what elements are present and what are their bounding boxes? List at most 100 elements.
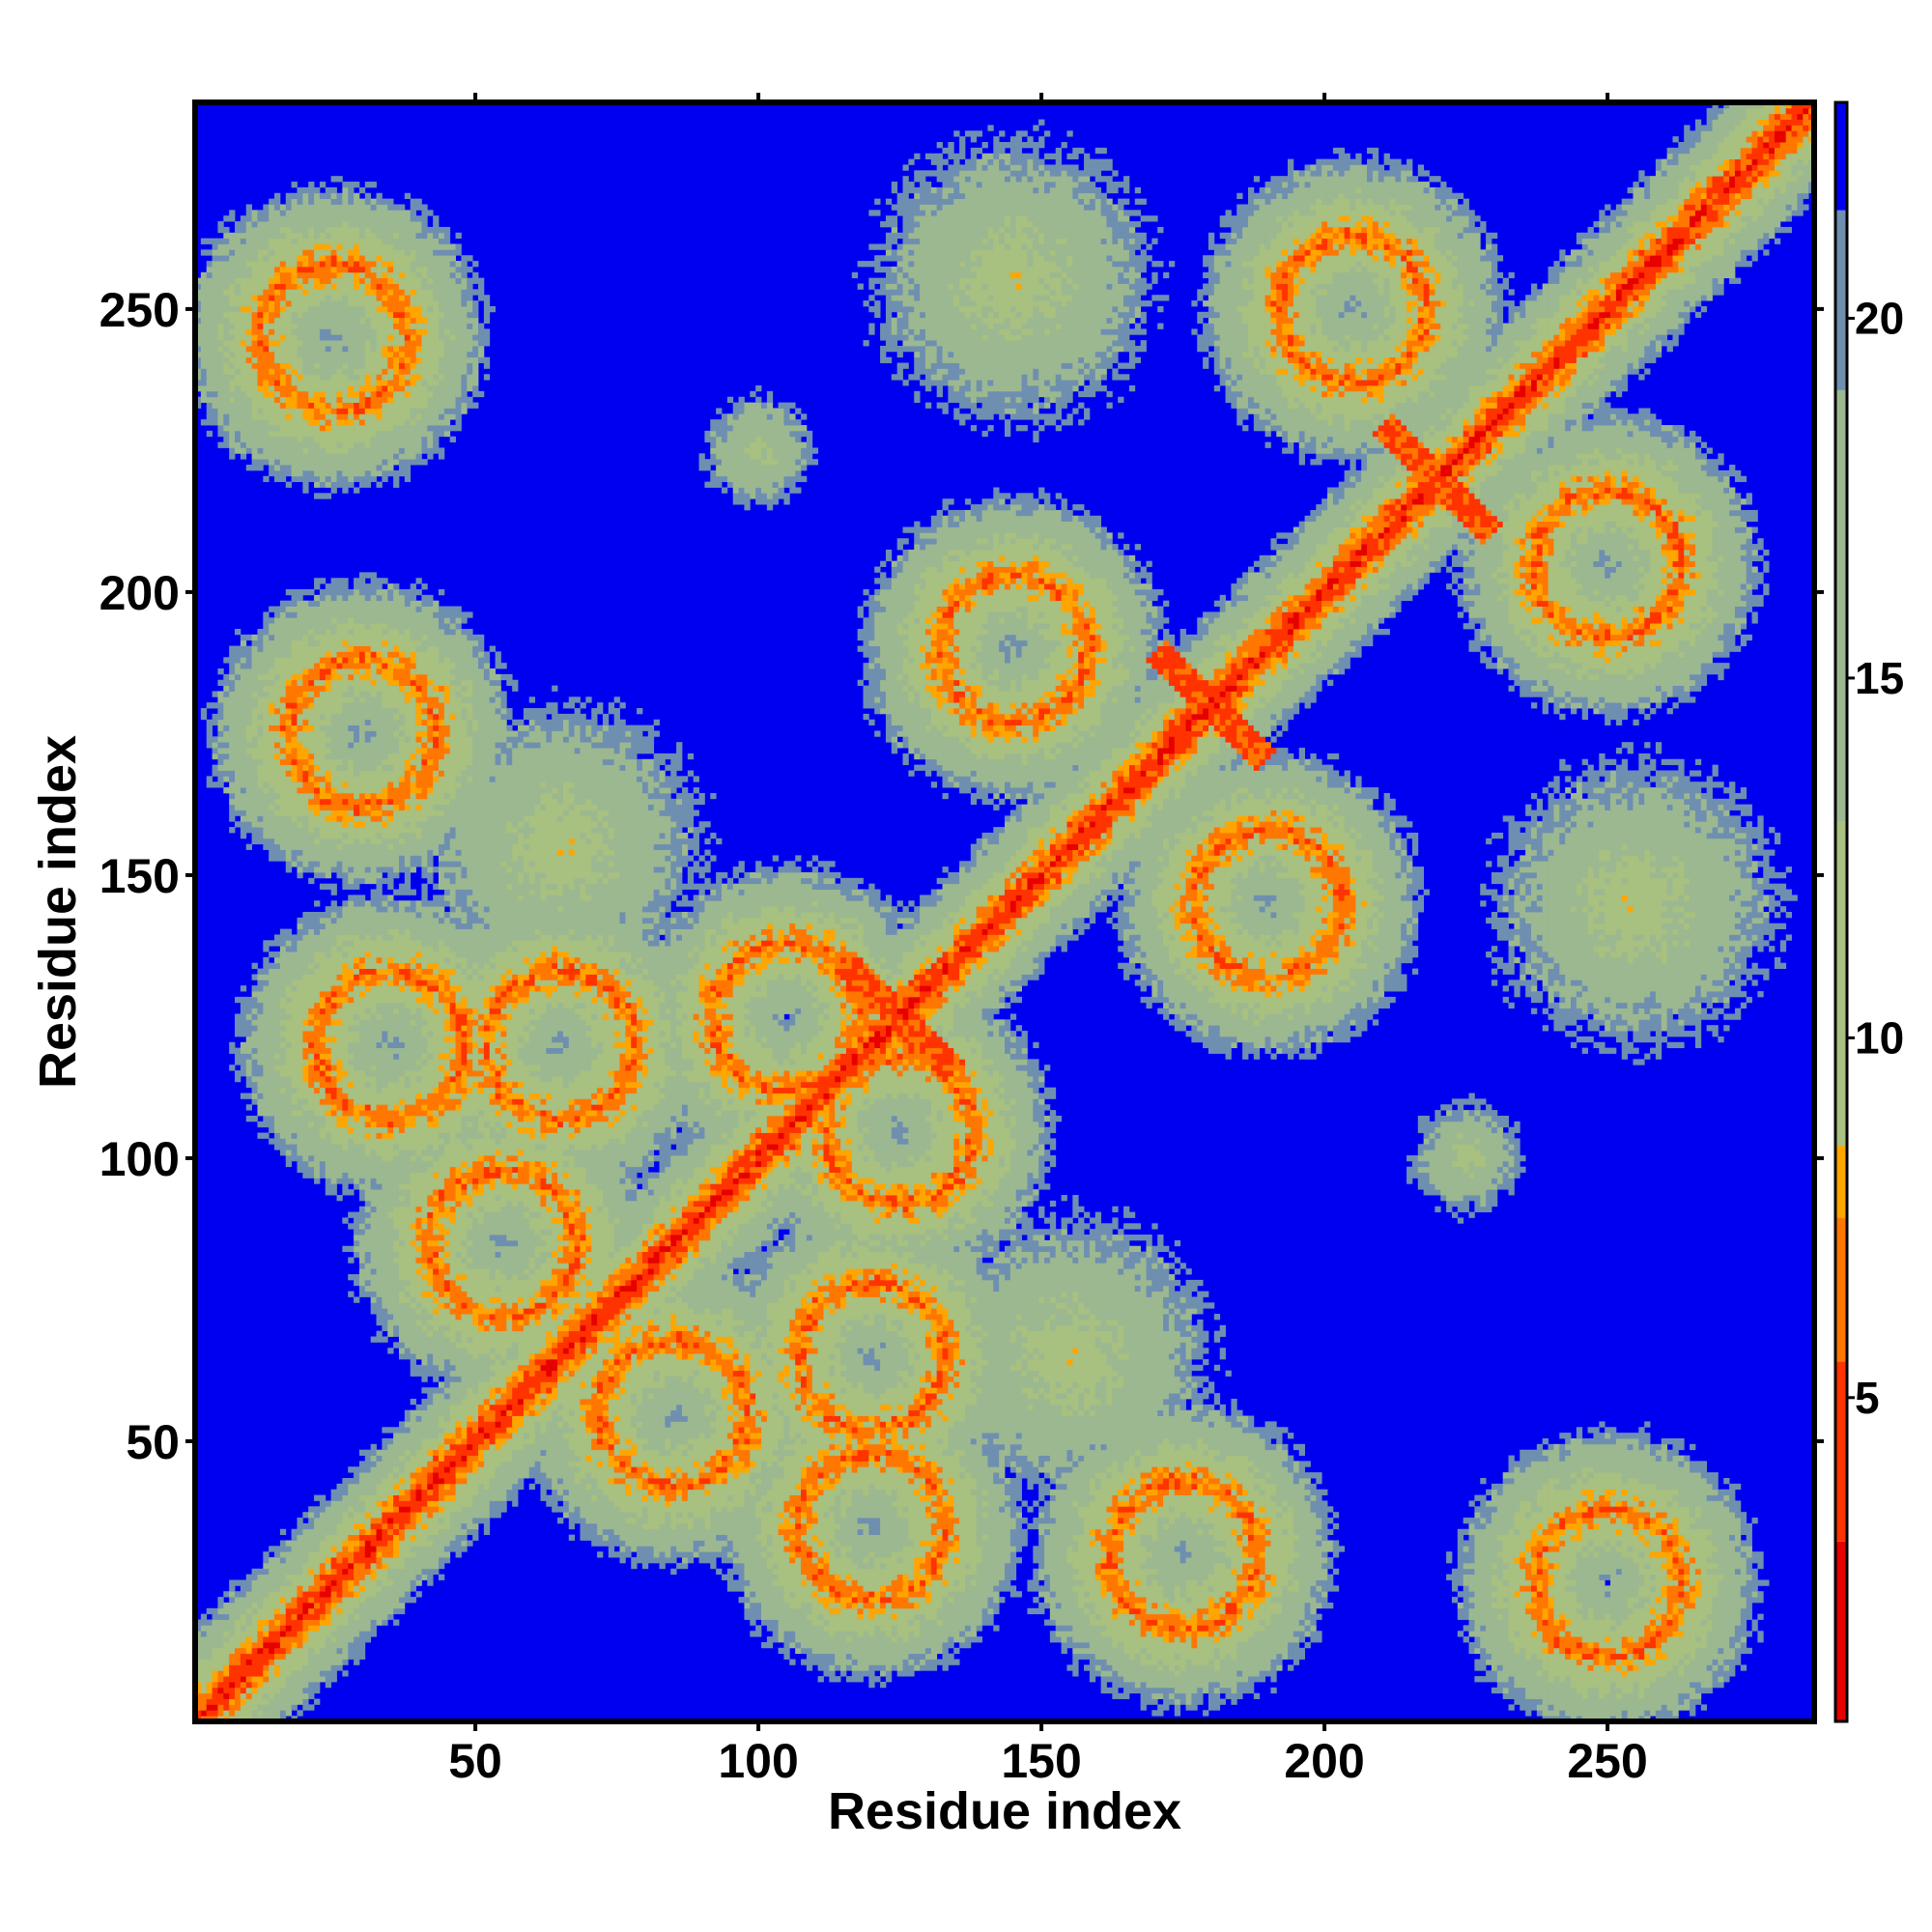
heatmap-cell [534,1217,541,1236]
heatmap-cell [354,226,360,244]
heatmap-cell [285,952,293,986]
heatmap-cell [608,1342,615,1349]
heatmap-cell [506,1415,513,1428]
heatmap-cell [274,815,281,845]
heatmap-cell [245,1036,252,1054]
heatmap-cell [455,1285,462,1321]
heatmap-cell [382,368,388,375]
heatmap-cell [427,713,434,721]
heatmap-cell [495,1437,501,1451]
heatmap-cell [613,1478,620,1485]
heatmap-cell [393,713,400,721]
heatmap-cell [557,1223,564,1236]
heatmap-cell [314,1625,321,1632]
heatmap-cell [591,748,598,806]
heatmap-cell [534,1291,541,1297]
heatmap-cell [393,1568,400,1609]
heatmap-cell [534,1296,541,1303]
heatmap-cell [591,1500,598,1524]
heatmap-cell [330,810,337,822]
heatmap-cell [506,1239,513,1247]
heatmap-cell [404,900,412,907]
heatmap-cell [478,1070,485,1077]
heatmap-cell [325,1557,332,1564]
heatmap-cell [449,1437,456,1445]
heatmap-cell [308,798,315,806]
heatmap-cell [319,243,327,250]
heatmap-cell [245,1019,252,1037]
heatmap-cell [461,1178,468,1184]
heatmap-cell [404,255,412,296]
heatmap-cell [433,968,440,975]
heatmap-cell [500,1075,507,1083]
heatmap-cell [251,459,258,471]
heatmap-cell [302,673,309,692]
heatmap-cell [319,1008,327,1014]
heatmap-cell [562,742,570,782]
heatmap-cell [574,1200,581,1208]
heatmap-cell [433,1195,440,1202]
heatmap-cell [319,1591,327,1598]
heatmap-cell [574,1126,581,1133]
heatmap-cell [613,696,620,703]
heatmap-cell [354,1607,360,1615]
heatmap-cell [518,974,525,986]
heatmap-cell [291,385,298,392]
heatmap-cell [382,1308,388,1332]
heatmap-cell [427,1518,434,1536]
heatmap-cell [443,792,451,800]
heatmap-cell [619,1314,626,1321]
heatmap-cell [319,419,327,426]
heatmap-cell [212,1670,218,1683]
heatmap-cell [387,895,394,901]
heatmap-cell [263,289,270,313]
heatmap-cell [506,867,513,873]
heatmap-cell [461,1528,468,1536]
heatmap-cell [540,1138,547,1145]
heatmap-cell [546,1047,553,1054]
heatmap-cell [427,430,434,448]
heatmap-cell [325,1087,332,1094]
heatmap-cell [398,1110,406,1117]
heatmap-cell [483,668,491,681]
heatmap-cell [235,628,242,636]
heatmap-cell [433,696,440,709]
heatmap-cell [602,1279,610,1287]
heatmap-cell [619,1291,626,1309]
heatmap-cell [358,390,366,409]
heatmap-cell [291,781,298,822]
heatmap-cell [342,696,349,703]
heatmap-cell [506,1437,513,1462]
heatmap-cell [212,736,218,743]
heatmap-cell [557,1324,564,1332]
heatmap-cell [364,1081,372,1089]
heatmap-cell [314,1607,321,1620]
heatmap-cell [552,1008,558,1037]
heatmap-cell [358,1104,366,1111]
heatmap-cell [608,1370,615,1377]
heatmap-cell [562,1324,570,1332]
heatmap-cell [319,1138,327,1162]
heatmap-cell [308,764,315,777]
heatmap-cell [330,923,337,947]
heatmap-cell [483,1404,491,1411]
heatmap-cell [398,1597,406,1604]
heatmap-cell [568,1415,576,1428]
heatmap-cell [455,917,462,929]
heatmap-cell [427,1268,434,1287]
heatmap-cell [398,356,406,363]
heatmap-cell [251,1025,258,1032]
heatmap-cell [398,362,406,369]
heatmap-cell [518,1041,525,1049]
heatmap-cell [506,889,513,947]
heatmap-cell [257,974,264,980]
heatmap-cell [438,702,445,721]
heatmap-cell [370,204,377,211]
heatmap-cell [330,838,337,867]
heatmap-cell [546,1494,553,1507]
heatmap-cell [472,1041,479,1049]
heatmap-cell [512,1002,519,1009]
heatmap-cell [495,1002,501,1009]
heatmap-cell [427,719,434,726]
heatmap-cell [358,696,366,703]
